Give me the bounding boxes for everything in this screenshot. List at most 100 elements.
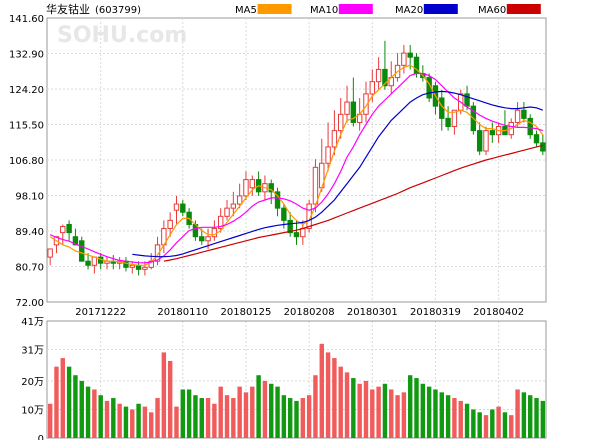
candle-body <box>91 256 98 266</box>
candle-body <box>401 52 407 66</box>
candle-body <box>268 183 274 193</box>
candle-body <box>540 142 546 152</box>
volume-bar <box>237 386 242 438</box>
volume-bar <box>256 375 261 438</box>
volume-bar <box>351 378 356 438</box>
volume-bar <box>382 383 388 438</box>
candle-body <box>287 219 293 234</box>
candle-body <box>224 207 230 217</box>
candle-body <box>350 101 357 123</box>
candle-body <box>369 81 376 95</box>
volume-bar <box>534 398 539 438</box>
volume-bar <box>313 375 318 438</box>
volume-bar <box>426 386 432 438</box>
volume-bar <box>180 389 186 438</box>
price-axis-tick-label: 124.20 <box>9 85 44 96</box>
price-axis-tick-label: 132.90 <box>9 50 44 61</box>
volume-bar <box>332 358 337 438</box>
candle-body <box>375 68 382 83</box>
x-axis-tick-label: 20180125 <box>221 307 272 318</box>
volume-bar <box>85 386 91 438</box>
candle-body <box>489 130 496 136</box>
volume-bar <box>186 389 192 438</box>
candle-body <box>249 179 255 189</box>
volume-bar <box>66 366 72 438</box>
candle-body <box>199 236 205 242</box>
volume-bar <box>92 389 97 438</box>
legend-label-ma5: MA5 <box>235 5 257 16</box>
volume-bar <box>161 352 167 438</box>
volume-bar <box>452 398 457 438</box>
chart-watermark: SOHU.com <box>57 23 187 48</box>
volume-axis-tick-label: 20万 <box>21 377 44 388</box>
volume-bar <box>496 406 501 438</box>
volume-bar <box>269 383 274 438</box>
volume-bar <box>407 375 413 438</box>
candle-body <box>205 236 211 242</box>
price-axis-tick-label: 89.40 <box>15 227 44 238</box>
candle-body <box>217 215 224 230</box>
volume-bar <box>395 395 400 438</box>
chart-legend: MA5 MA10 MA20 MA60 <box>235 4 541 16</box>
volume-panel: 41万 31万 20万 10万 0 <box>21 317 547 440</box>
legend-label-ma10: MA10 <box>310 5 338 16</box>
volume-bar <box>199 398 204 438</box>
volume-bar <box>104 400 110 438</box>
legend-swatch-ma5 <box>257 4 292 14</box>
candle-body <box>382 68 388 87</box>
volume-bar <box>363 380 369 438</box>
candle-body <box>281 207 287 221</box>
volume-bar <box>515 389 520 438</box>
volume-bar <box>47 403 53 438</box>
ma-line-ma10 <box>49 72 543 264</box>
volume-bar <box>521 392 527 438</box>
candle-body <box>180 203 186 213</box>
volume-bar <box>370 389 375 438</box>
volume-bar <box>73 375 78 438</box>
price-axis-tick-label: 72.00 <box>15 298 44 309</box>
volume-bar <box>243 392 249 438</box>
candle-body <box>47 248 53 258</box>
volume-bar <box>149 412 154 438</box>
price-axis-tick-label: 98.10 <box>15 192 44 203</box>
x-axis-tick-label: 20180301 <box>347 307 398 318</box>
volume-bar <box>155 398 160 438</box>
legend-label-ma60: MA60 <box>478 5 506 16</box>
candle-body <box>527 117 533 136</box>
candle-body <box>123 260 129 268</box>
volume-bar <box>439 392 444 438</box>
ma-line-ma20 <box>132 90 544 258</box>
legend-swatch-ma60 <box>506 4 541 14</box>
volume-bar <box>490 409 495 438</box>
candle-body <box>230 203 237 209</box>
volume-bar <box>218 386 223 438</box>
candle-body <box>312 166 319 205</box>
volume-bar <box>477 412 482 438</box>
volume-bar <box>231 398 236 438</box>
volume-bar <box>224 395 230 438</box>
candle-body <box>451 109 458 128</box>
candle-body <box>464 93 470 107</box>
x-axis-tick-label: 20171222 <box>75 307 126 318</box>
candle-body <box>236 195 243 205</box>
candle-body <box>72 236 79 246</box>
volume-bar <box>344 372 350 438</box>
candle-body <box>142 266 148 270</box>
candle-body <box>344 101 350 115</box>
ma-line-ma60 <box>163 144 543 262</box>
volume-axis-tick-label: 0 <box>38 434 44 440</box>
volume-bar <box>414 378 419 438</box>
price-axis-tick-label: 80.70 <box>15 263 44 274</box>
volume-bar <box>281 395 287 438</box>
volume-bar <box>294 400 299 438</box>
volume-bar <box>167 360 173 438</box>
volume-axis-tick-label: 10万 <box>21 405 44 416</box>
volume-bar <box>458 400 463 438</box>
volume-bar <box>338 366 343 438</box>
candle-body <box>533 134 540 144</box>
candle-body <box>521 109 527 119</box>
candle-body <box>167 219 173 230</box>
volume-bar <box>79 380 84 438</box>
volume-bar <box>117 403 122 438</box>
candle-body <box>363 93 369 115</box>
